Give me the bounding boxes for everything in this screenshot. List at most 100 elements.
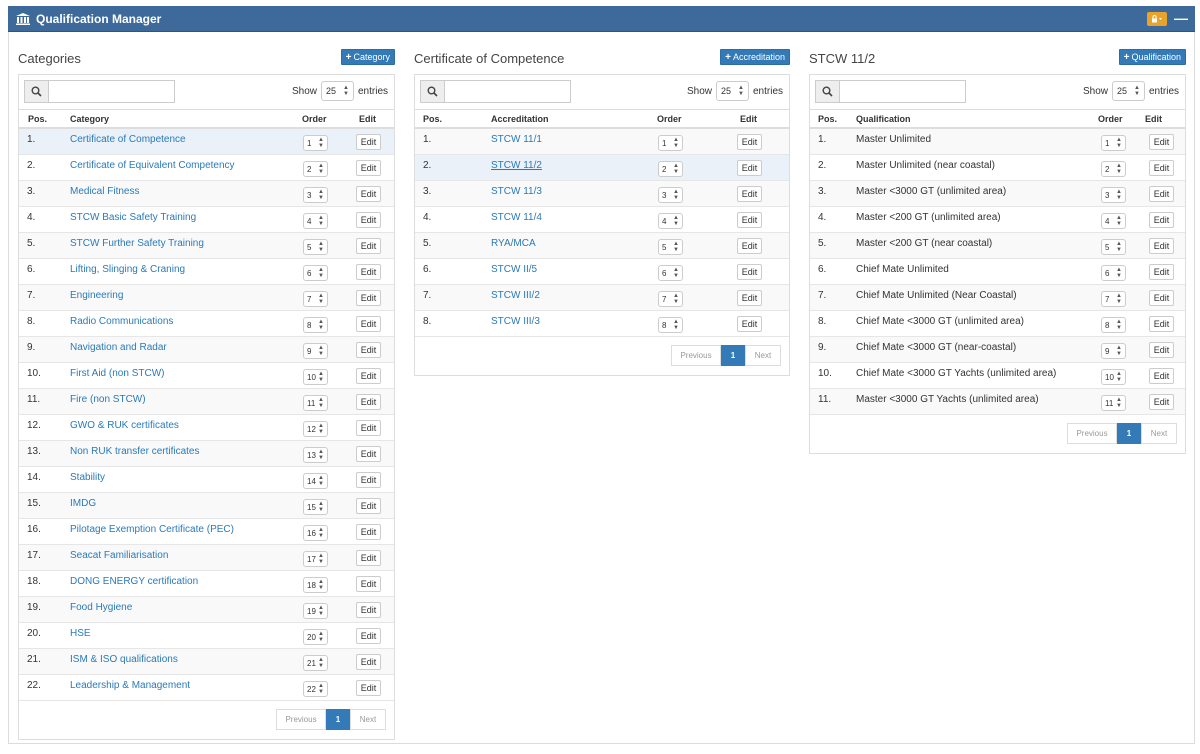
edit-button[interactable]: Edit	[356, 368, 381, 384]
order-select[interactable]: 15 ▲ ▼	[303, 499, 328, 515]
next-page-button[interactable]: Next	[745, 345, 781, 366]
order-select[interactable]: 8 ▲ ▼	[303, 317, 328, 333]
edit-button[interactable]: Edit	[737, 134, 762, 150]
order-select[interactable]: 2 ▲ ▼	[303, 161, 328, 177]
order-select[interactable]: 5 ▲ ▼	[658, 239, 683, 255]
column-header-edit[interactable]: Edit	[740, 114, 757, 124]
edit-button[interactable]: Edit	[1149, 134, 1174, 150]
column-header-pos[interactable]: Pos.	[423, 114, 443, 124]
edit-button[interactable]: Edit	[737, 290, 762, 306]
column-header-order[interactable]: Order	[657, 114, 682, 124]
edit-button[interactable]: Edit	[737, 186, 762, 202]
qualifications-search-input[interactable]	[839, 80, 966, 103]
next-page-button[interactable]: Next	[1141, 423, 1177, 444]
row-link[interactable]: DONG ENERGY certification	[70, 576, 199, 587]
row-link[interactable]: Radio Communications	[70, 316, 174, 327]
page-length-select[interactable]: 25 ▲ ▼	[1111, 81, 1145, 101]
order-select[interactable]: 6 ▲ ▼	[658, 265, 683, 281]
page-length-select[interactable]: 25 ▲ ▼	[715, 81, 749, 101]
row-link[interactable]: First Aid (non STCW)	[70, 368, 165, 379]
previous-page-button[interactable]: Previous	[671, 345, 721, 366]
column-header-name[interactable]: Qualification	[856, 114, 911, 124]
edit-button[interactable]: Edit	[1149, 368, 1174, 384]
edit-button[interactable]: Edit	[356, 680, 381, 696]
order-select[interactable]: 8 ▲ ▼	[1101, 317, 1126, 333]
page-length-select[interactable]: 25 ▲ ▼	[320, 81, 354, 101]
row-link[interactable]: Non RUK transfer certificates	[70, 446, 200, 457]
edit-button[interactable]: Edit	[356, 394, 381, 410]
row-link[interactable]: STCW 11/2	[491, 160, 542, 171]
row-link[interactable]: Seacat Familiarisation	[70, 550, 169, 561]
edit-button[interactable]: Edit	[1149, 186, 1174, 202]
row-link[interactable]: GWO & RUK certificates	[70, 420, 179, 431]
edit-button[interactable]: Edit	[356, 472, 381, 488]
column-header-edit[interactable]: Edit	[359, 114, 376, 124]
edit-button[interactable]: Edit	[356, 134, 381, 150]
edit-button[interactable]: Edit	[737, 316, 762, 332]
edit-button[interactable]: Edit	[356, 420, 381, 436]
column-header-pos[interactable]: Pos.	[28, 114, 48, 124]
add-qualification-button[interactable]: + Qualification	[1118, 49, 1186, 65]
column-header-name[interactable]: Accreditation	[491, 114, 549, 124]
row-link[interactable]: Pilotage Exemption Certificate (PEC)	[70, 524, 234, 535]
row-link[interactable]: STCW 11/4	[491, 212, 542, 223]
row-link[interactable]: Navigation and Radar	[70, 342, 167, 353]
order-select[interactable]: 14 ▲ ▼	[303, 473, 328, 489]
order-select[interactable]: 7 ▲ ▼	[658, 291, 683, 307]
order-select[interactable]: 9 ▲ ▼	[1101, 343, 1126, 359]
row-link[interactable]: ISM & ISO qualifications	[70, 654, 178, 665]
edit-button[interactable]: Edit	[737, 160, 762, 176]
edit-button[interactable]: Edit	[737, 212, 762, 228]
minus-icon[interactable]: —	[1174, 10, 1188, 26]
next-page-button[interactable]: Next	[350, 709, 386, 730]
order-select[interactable]: 4 ▲ ▼	[303, 213, 328, 229]
page-1-button[interactable]: 1	[721, 345, 745, 366]
page-1-button[interactable]: 1	[326, 709, 350, 730]
order-select[interactable]: 17 ▲ ▼	[303, 551, 328, 567]
column-header-order[interactable]: Order	[1098, 114, 1123, 124]
edit-button[interactable]: Edit	[356, 602, 381, 618]
order-select[interactable]: 11 ▲ ▼	[1101, 395, 1126, 411]
row-link[interactable]: HSE	[70, 628, 91, 639]
edit-button[interactable]: Edit	[356, 160, 381, 176]
order-select[interactable]: 7 ▲ ▼	[1101, 291, 1126, 307]
row-link[interactable]: RYA/MCA	[491, 238, 536, 249]
add-category-button[interactable]: + Category	[340, 49, 395, 65]
order-select[interactable]: 4 ▲ ▼	[658, 213, 683, 229]
order-select[interactable]: 2 ▲ ▼	[1101, 161, 1126, 177]
edit-button[interactable]: Edit	[1149, 264, 1174, 280]
order-select[interactable]: 1 ▲ ▼	[1101, 135, 1126, 151]
row-link[interactable]: Stability	[70, 472, 106, 483]
order-select[interactable]: 5 ▲ ▼	[1101, 239, 1126, 255]
row-link[interactable]: Leadership & Management	[70, 680, 191, 691]
column-header-edit[interactable]: Edit	[1145, 114, 1162, 124]
previous-page-button[interactable]: Previous	[276, 709, 326, 730]
accreditations-search-input[interactable]	[444, 80, 571, 103]
row-link[interactable]: STCW II/5	[491, 264, 538, 275]
edit-button[interactable]: Edit	[356, 628, 381, 644]
order-select[interactable]: 13 ▲ ▼	[303, 447, 328, 463]
edit-button[interactable]: Edit	[356, 446, 381, 462]
edit-button[interactable]: Edit	[1149, 238, 1174, 254]
row-link[interactable]: STCW Further Safety Training	[70, 238, 204, 249]
page-1-button[interactable]: 1	[1117, 423, 1141, 444]
edit-button[interactable]: Edit	[737, 238, 762, 254]
order-select[interactable]: 16 ▲ ▼	[303, 525, 328, 541]
column-header-name[interactable]: Category	[70, 114, 110, 124]
edit-button[interactable]: Edit	[356, 342, 381, 358]
edit-button[interactable]: Edit	[737, 264, 762, 280]
previous-page-button[interactable]: Previous	[1067, 423, 1117, 444]
edit-button[interactable]: Edit	[356, 264, 381, 280]
order-select[interactable]: 7 ▲ ▼	[303, 291, 328, 307]
row-link[interactable]: IMDG	[70, 498, 97, 509]
edit-button[interactable]: Edit	[1149, 212, 1174, 228]
column-header-order[interactable]: Order	[302, 114, 327, 124]
row-link[interactable]: STCW Basic Safety Training	[70, 212, 197, 223]
row-link[interactable]: STCW 11/3	[491, 186, 542, 197]
order-select[interactable]: 18 ▲ ▼	[303, 577, 328, 593]
order-select[interactable]: 3 ▲ ▼	[1101, 187, 1126, 203]
order-select[interactable]: 4 ▲ ▼	[1101, 213, 1126, 229]
row-link[interactable]: Certificate of Competence	[70, 134, 186, 145]
lock-menu-button[interactable]	[1147, 12, 1167, 26]
edit-button[interactable]: Edit	[356, 654, 381, 670]
